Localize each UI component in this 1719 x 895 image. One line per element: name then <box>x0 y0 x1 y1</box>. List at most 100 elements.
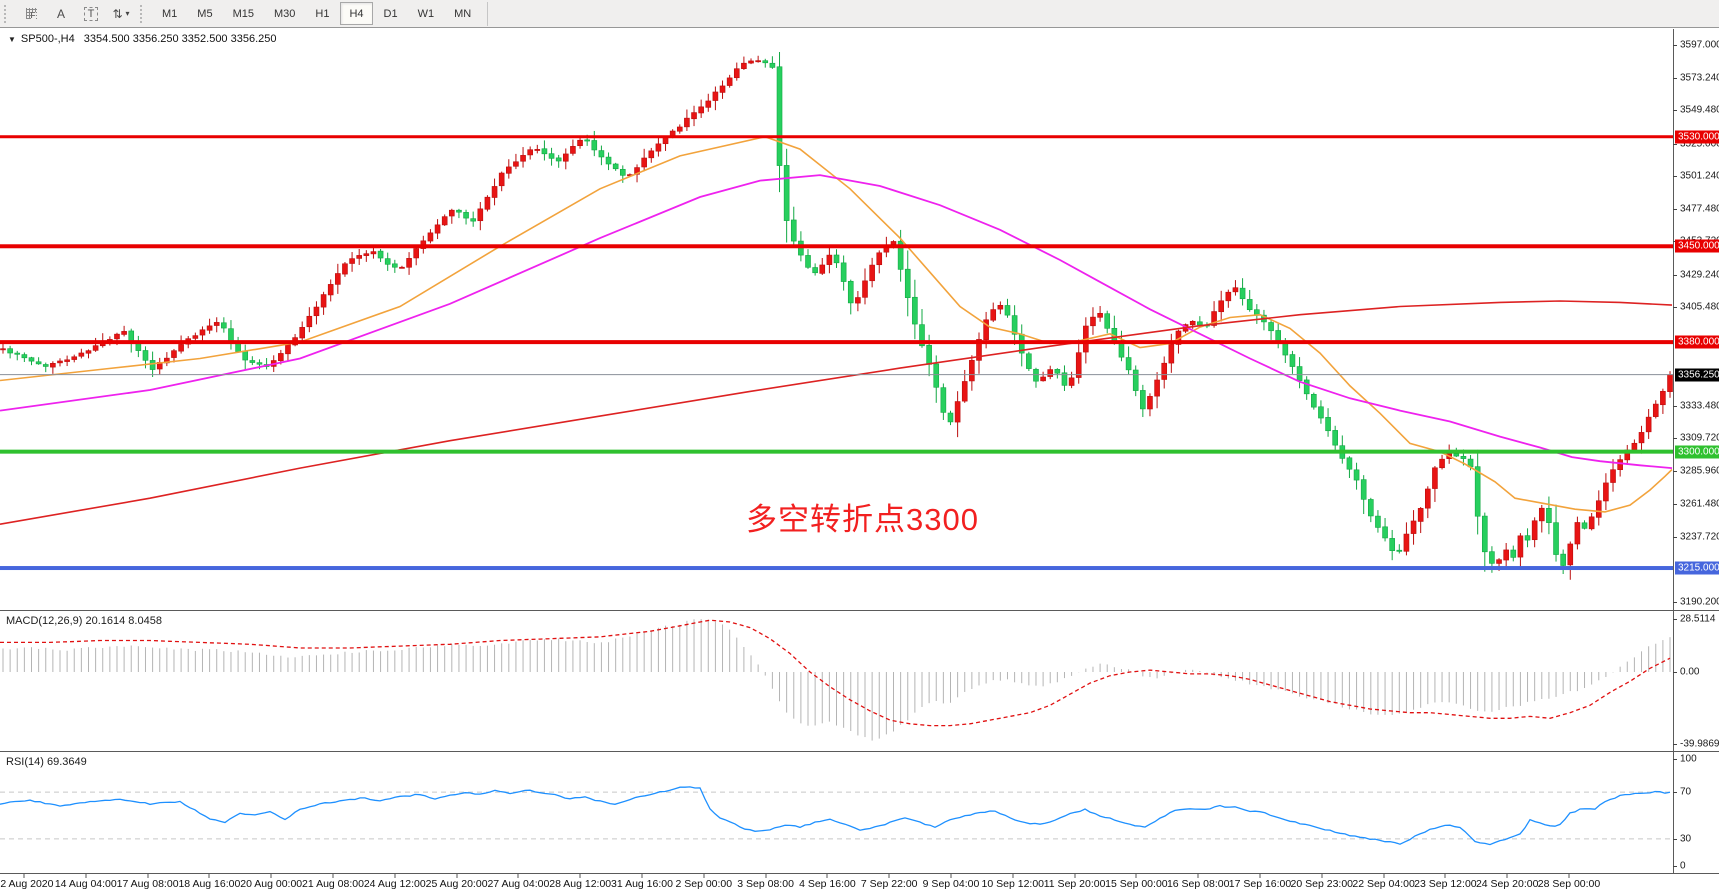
mid-ma-line[interactable] <box>0 174 1673 469</box>
candle-body <box>1353 469 1360 481</box>
candle-body <box>498 172 505 187</box>
candle-body <box>1617 459 1623 471</box>
price-tick-3525.000: 3525.000 <box>1680 138 1719 150</box>
timeframe-bar: M1 M5 M15 M30 H1 H4 D1 W1 MN <box>152 2 481 25</box>
time-tick <box>888 874 890 878</box>
time-label: 3 Sep 08:00 <box>737 878 794 890</box>
text-annotation-button[interactable]: A <box>48 2 74 26</box>
time-label: 24 Aug 12:00 <box>363 878 426 890</box>
candle-body <box>1026 353 1032 369</box>
level-line-3530.000[interactable] <box>0 135 1673 139</box>
time-tick <box>517 874 519 878</box>
candle-body <box>1546 507 1552 523</box>
text-box-button[interactable]: T <box>78 2 104 26</box>
timeframe-button-MN[interactable]: MN <box>454 7 472 20</box>
timeframe-button-M15[interactable]: M15 <box>232 7 254 20</box>
candle-body <box>313 306 320 317</box>
time-label: 24 Sep 20:00 <box>1475 878 1539 890</box>
price-tick-3190.200: 3190.200 <box>1680 596 1719 608</box>
macd-histogram <box>2 619 1671 741</box>
level-line-3215.000[interactable] <box>0 566 1673 571</box>
candle-body <box>1289 354 1296 367</box>
timeframe-button-M1[interactable]: M1 <box>162 7 178 20</box>
candle-body <box>783 165 790 221</box>
text-box-icon: T <box>83 6 99 21</box>
rsi-timeaxis-separator <box>0 873 1719 874</box>
time-tick <box>1135 874 1137 878</box>
level-line-3300.000[interactable] <box>0 449 1673 454</box>
price-annotation-text[interactable]: 多空转折点3300 <box>746 502 979 537</box>
candle-body <box>819 264 826 274</box>
candle-body <box>1595 500 1602 518</box>
chart-indicators-button[interactable]: F <box>18 2 44 26</box>
toolbar-separator <box>487 1 489 26</box>
current-price-label: 3356.250 <box>1675 368 1719 382</box>
candle-body <box>733 68 740 79</box>
candle-body <box>1246 299 1253 311</box>
candle-body <box>456 209 462 213</box>
candle-body <box>413 248 419 259</box>
top-toolbar: F A T ⇅ ▾ M1 M5 M15 M30 H1 H4 D1 W1 MN <box>0 0 1719 28</box>
fast-ma-line[interactable] <box>0 135 1673 513</box>
time-label: 20 Aug 00:00 <box>240 878 303 890</box>
toolbar-grip[interactable] <box>4 4 10 23</box>
candle-body <box>1132 369 1139 391</box>
timeframe-button-M30[interactable]: M30 <box>273 7 296 20</box>
toolbar-grip-2[interactable] <box>140 4 146 23</box>
candle-body <box>1225 291 1232 302</box>
level-price-label: 3450.000 <box>1675 239 1719 253</box>
candle-body <box>377 250 384 259</box>
time-label: 12 Aug 2020 <box>0 878 54 890</box>
candle-body <box>527 149 533 156</box>
candle-body <box>513 161 519 167</box>
candle-body <box>335 273 341 285</box>
candle-body <box>947 412 954 423</box>
candle-body <box>983 319 989 340</box>
candle-body <box>869 264 875 282</box>
main-macd-separator[interactable] <box>0 610 1719 611</box>
candle-body <box>463 212 469 219</box>
slow-ma-line[interactable] <box>0 300 1673 525</box>
candle-body <box>1375 515 1381 528</box>
macd-rsi-separator[interactable] <box>0 751 1719 752</box>
candle-body <box>1417 508 1424 522</box>
time-label: 9 Sep 04:00 <box>922 878 980 890</box>
candle-body <box>1303 379 1310 395</box>
time-tick <box>950 874 952 878</box>
candle-body <box>619 168 626 176</box>
time-tick <box>1444 874 1446 878</box>
time-label: 27 Aug 04:00 <box>487 878 550 890</box>
candle-body <box>1033 368 1039 382</box>
candle-body <box>249 360 256 363</box>
candle-body <box>1389 538 1395 551</box>
candle-body <box>562 153 569 162</box>
candle-body <box>712 91 719 101</box>
candle-body <box>534 149 541 151</box>
candle-body <box>1211 311 1217 326</box>
ohlc-values: 3354.500 3356.250 3352.500 3356.250 <box>83 33 277 45</box>
timeframe-button-D1[interactable]: D1 <box>383 7 398 20</box>
arrange-objects-button[interactable]: ⇅ ▾ <box>108 2 134 26</box>
timeframe-button-M5[interactable]: M5 <box>197 7 213 20</box>
level-line-3450.000[interactable] <box>0 244 1673 249</box>
rsi-tick-30-dash <box>1673 838 1677 840</box>
level-line-3380.000[interactable] <box>0 340 1673 345</box>
timeframe-button-H1[interactable]: H1 <box>315 7 330 20</box>
timeframe-button-W1[interactable]: W1 <box>417 7 435 20</box>
candle-body <box>570 146 576 154</box>
candle-body <box>555 157 562 162</box>
price-tick-3261.480: 3261.480 <box>1680 498 1719 510</box>
candle-body <box>1161 362 1168 380</box>
symbol-dropdown-icon[interactable]: ▼ <box>8 35 16 44</box>
time-tick <box>394 874 396 878</box>
candle-body <box>327 284 334 296</box>
price-tick-3190.200-dash <box>1673 601 1677 603</box>
candle-body <box>776 66 783 166</box>
timeframe-button-H4[interactable]: H4 <box>340 2 373 25</box>
candle-body <box>577 139 583 147</box>
candle-body <box>890 241 897 245</box>
candle-body <box>662 137 669 145</box>
candle-body <box>71 356 78 360</box>
candle-body <box>356 255 363 259</box>
